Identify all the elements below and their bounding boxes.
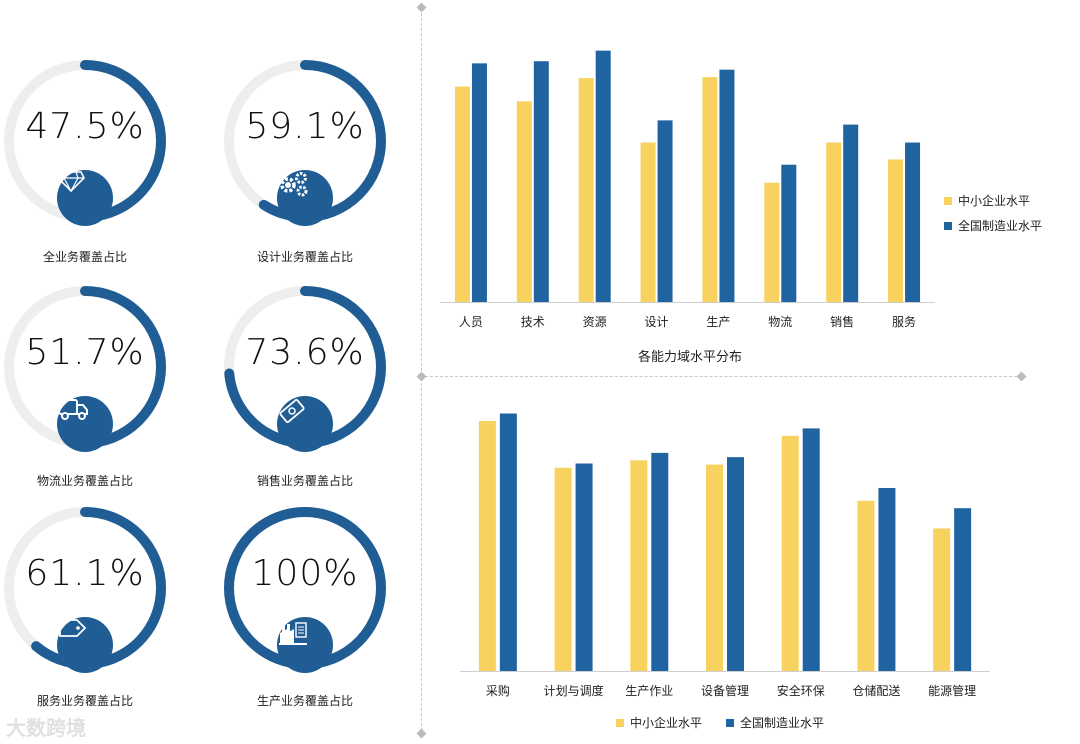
x-tick-label: 生产 <box>706 315 730 329</box>
bar-national <box>471 63 487 303</box>
chart2-legend-national: 全国制造业水平 <box>726 714 824 731</box>
bar-national <box>727 457 744 671</box>
bar-sme <box>933 528 951 671</box>
bar-sme <box>554 467 572 671</box>
chart2-legend-sme: 中小企业水平 <box>616 714 702 731</box>
bar-sme <box>706 464 723 671</box>
x-tick-label: 计划与调度 <box>544 683 604 698</box>
x-tick-label: 设备管理 <box>701 683 749 698</box>
horizontal-divider <box>425 376 1022 377</box>
chart1-legend-sme: 中小企业水平 <box>944 192 1030 209</box>
factory-icon <box>277 617 333 673</box>
x-tick-label: 销售 <box>830 314 854 329</box>
gauge-production: 100% <box>220 503 390 673</box>
manufacturing-process-chart: 采购 计划与调度 生产作业 设备管理 安全环保 仓储配送 能源管理 <box>460 413 990 698</box>
divider-diamond-left <box>416 371 427 382</box>
gauge-arc <box>4 60 166 222</box>
chart1-title: 各能力域水平分布 <box>637 350 742 365</box>
bar-sme <box>764 182 780 302</box>
x-tick-label: 物流 <box>768 315 792 329</box>
gauge-label-production: 生产业务覆盖占比 <box>256 694 353 708</box>
legend-label-sme: 中小企业水平 <box>958 194 1031 208</box>
bar-sme <box>781 435 799 671</box>
gauge-label-all: 全业务覆盖占比 <box>42 250 127 264</box>
gauge-all: 47.5% <box>0 56 170 226</box>
bar-national <box>954 508 972 671</box>
truck-icon <box>57 396 113 452</box>
x-tick-label: 资源 <box>583 315 607 329</box>
chart1-legend-national: 全国制造业水平 <box>944 217 1042 234</box>
bar-sme <box>630 460 648 671</box>
bar-national <box>657 120 673 302</box>
bar-national <box>878 487 896 671</box>
bar-sme <box>478 420 496 671</box>
gauge-label-logistics: 物流业务覆盖占比 <box>36 474 133 488</box>
gauge-percent: 100% <box>251 553 359 594</box>
legend-swatch-sme <box>616 718 624 727</box>
legend-label-national: 全国制造业水平 <box>740 716 825 730</box>
legend-swatch-sme <box>944 196 952 205</box>
gauge-sales: 73.6% <box>220 282 390 452</box>
gauge-logistics: 51.7% <box>0 282 170 452</box>
gauge-percent: 59.1% <box>245 106 365 147</box>
bar-national <box>781 164 797 302</box>
bar-national <box>499 413 517 671</box>
money-icon <box>277 396 333 452</box>
diamond-icon <box>57 170 113 226</box>
gauge-label-sales: 销售业务覆盖占比 <box>256 474 353 488</box>
gauge-label-design: 设计业务覆盖占比 <box>256 250 353 264</box>
watermark: 大数跨境 <box>6 716 86 740</box>
legend-label-national: 全国制造业水平 <box>958 219 1043 233</box>
bar-national <box>843 124 859 302</box>
capability-domain-chart: 人员 技术 资源 设计 生产 物流 销售 服务 <box>440 50 935 329</box>
gauge-percent: 51.7% <box>25 332 145 373</box>
bar-national <box>595 50 611 303</box>
x-tick-label: 仓储配送 <box>852 683 900 698</box>
legend-swatch-national <box>726 718 734 727</box>
legend-label-sme: 中小企业水平 <box>630 716 703 730</box>
bar-sme <box>888 159 904 302</box>
x-tick-label: 能源管理 <box>928 683 976 698</box>
divider-diamond-right <box>1016 371 1027 382</box>
x-tick-label: 采购 <box>486 683 510 698</box>
bar-sme <box>640 142 656 302</box>
bar-sme <box>516 101 532 302</box>
gauge-design: 59.1% <box>220 56 390 226</box>
bar-national <box>533 61 549 303</box>
legend-swatch-national <box>944 221 952 230</box>
gauge-percent: 73.6% <box>245 332 365 373</box>
bar-sme <box>826 142 842 302</box>
gauge-service: 61.1% <box>0 503 170 673</box>
x-tick-label: 服务 <box>892 314 916 329</box>
gauge-percent: 47.5% <box>25 106 145 147</box>
bar-national <box>651 452 669 671</box>
bar-national <box>802 428 820 671</box>
x-tick-label: 技术 <box>521 315 545 329</box>
bar-sme <box>702 77 718 303</box>
tag-icon <box>57 617 113 673</box>
gears-icon <box>277 170 333 226</box>
bar-sme <box>578 78 594 303</box>
bar-national <box>719 69 735 303</box>
x-tick-label: 安全环保 <box>777 683 825 698</box>
bar-sme <box>454 86 470 302</box>
x-tick-label: 人员 <box>459 315 483 329</box>
bar-sme <box>857 500 875 671</box>
divider-diamond-top <box>416 2 427 13</box>
gauge-label-service: 服务业务覆盖占比 <box>36 694 133 708</box>
gauge-percent: 61.1% <box>25 553 145 594</box>
bar-national <box>575 463 593 671</box>
divider-diamond-bottom <box>416 728 427 739</box>
x-tick-label: 设计 <box>645 315 669 329</box>
x-tick-label: 生产作业 <box>625 684 673 698</box>
bar-national <box>905 142 921 302</box>
